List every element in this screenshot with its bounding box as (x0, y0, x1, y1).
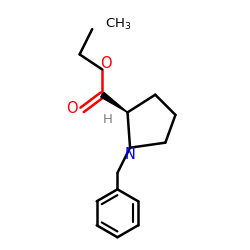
Text: CH$_3$: CH$_3$ (105, 16, 131, 32)
Text: O: O (100, 56, 112, 71)
Text: N: N (125, 146, 136, 162)
Text: H: H (102, 114, 112, 126)
Text: O: O (66, 101, 78, 116)
Polygon shape (101, 92, 128, 112)
